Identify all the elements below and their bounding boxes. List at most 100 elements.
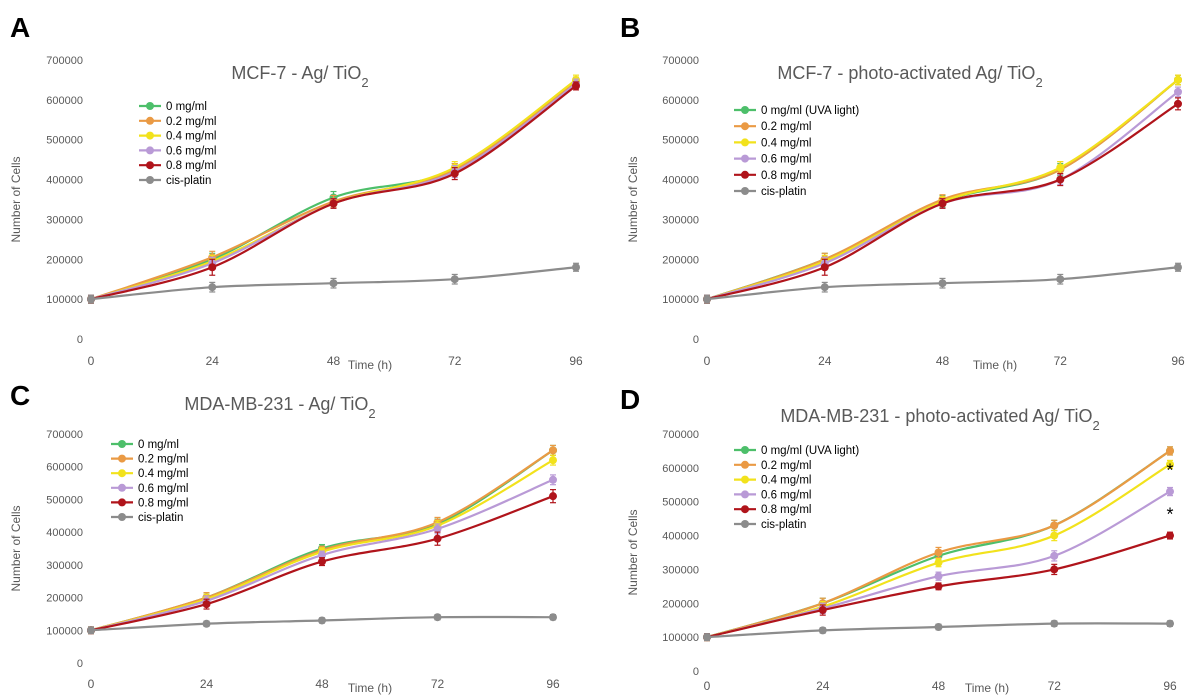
data-point [1056, 275, 1065, 284]
series-cis-platin [703, 262, 1182, 304]
x-tick-label: 48 [932, 679, 946, 693]
x-tick-label: 24 [818, 354, 832, 368]
legend-marker [741, 170, 749, 179]
data-point [433, 613, 442, 622]
legend-item: 0.8 mg/ml [139, 160, 217, 172]
data-point [1050, 521, 1059, 530]
legend-label: 0.4 mg/ml [166, 131, 217, 143]
x-tick-label: 0 [704, 679, 711, 693]
x-tick-label: 96 [546, 677, 560, 691]
data-point [1056, 163, 1065, 172]
data-point [1174, 87, 1182, 96]
legend-label: 0.6 mg/ml [138, 483, 189, 495]
y-tick-label: 0 [693, 334, 699, 346]
legend-item: 0.6 mg/ml [734, 489, 812, 501]
data-point [202, 600, 211, 609]
x-tick-label: 96 [1171, 354, 1185, 368]
data-point [433, 534, 442, 543]
y-tick-label: 0 [77, 658, 83, 670]
chart-title: MCF-7 - Ag/ TiO2 [231, 63, 368, 90]
legend-marker [741, 520, 749, 528]
x-tick-label: 72 [1048, 679, 1062, 693]
legend-marker [146, 116, 154, 125]
x-tick-label: 72 [431, 677, 445, 691]
legend-item: 0 mg/ml (UVA light) [734, 445, 859, 457]
legend-marker [146, 161, 154, 170]
y-tick-label: 100000 [46, 625, 83, 637]
y-tick-label: 400000 [46, 527, 83, 539]
series-0-8-mg-ml [703, 97, 1182, 304]
y-axis-label: Number of Cells [9, 505, 23, 591]
legend-label: 0.8 mg/ml [761, 170, 812, 182]
chart-title: MDA-MB-231 - photo-activated Ag/ TiO2 [780, 406, 1099, 433]
y-tick-label: 700000 [662, 429, 699, 441]
legend-marker [118, 513, 126, 521]
data-point [1050, 531, 1059, 540]
x-tick-label: 0 [704, 354, 711, 368]
data-point [938, 199, 947, 208]
data-point [934, 572, 943, 581]
legend-label: 0.4 mg/ml [761, 475, 812, 487]
legend-item: 0.4 mg/ml [734, 137, 812, 149]
data-point [318, 557, 326, 566]
legend-item: 0.4 mg/ml [734, 475, 812, 487]
panel-letter-d: D [620, 384, 641, 415]
series-line [90, 81, 577, 301]
x-tick-label: 24 [200, 677, 214, 691]
legend-marker [741, 460, 749, 469]
series-0-2-mg-ml [87, 76, 580, 304]
chart-title: MCF-7 - photo-activated Ag/ TiO2 [777, 63, 1042, 90]
legend-item: 0.8 mg/ml [734, 170, 812, 182]
legend-label: 0.6 mg/ml [761, 154, 812, 166]
legend-item: 0.6 mg/ml [734, 154, 812, 166]
y-tick-label: 100000 [46, 294, 83, 306]
legend-item: 0.6 mg/ml [111, 483, 189, 495]
legend-marker [741, 505, 749, 514]
data-point [549, 456, 557, 465]
legend-label: 0 mg/ml (UVA light) [761, 105, 859, 117]
data-point [202, 619, 211, 628]
series-0-4-mg-ml [87, 74, 580, 304]
y-tick-label: 400000 [662, 175, 699, 187]
data-point [818, 626, 827, 635]
legend-marker [118, 483, 126, 492]
legend-item: 0 mg/ml (UVA light) [734, 105, 859, 117]
data-point [433, 524, 442, 533]
legend-label: 0.2 mg/ml [761, 460, 812, 472]
legend-label: 0.8 mg/ml [138, 497, 189, 509]
x-tick-label: 0 [88, 677, 95, 691]
data-point [549, 492, 557, 501]
legend-label: 0.4 mg/ml [138, 468, 189, 480]
legend-marker [741, 106, 749, 114]
data-point [329, 279, 338, 288]
legend-marker [741, 154, 749, 163]
legend-item: 0 mg/ml [139, 101, 207, 113]
series-line [90, 81, 577, 301]
legend-marker [741, 475, 749, 484]
legend-item: 0.2 mg/ml [734, 460, 812, 472]
data-point [1050, 565, 1059, 574]
x-tick-label: 0 [88, 354, 95, 368]
y-tick-label: 100000 [662, 632, 699, 644]
y-tick-label: 0 [693, 666, 699, 678]
x-tick-label: 96 [1163, 679, 1177, 693]
x-axis-label: Time (h) [965, 681, 1009, 695]
y-tick-label: 500000 [46, 494, 83, 506]
legend-marker [741, 446, 749, 454]
legend-marker [118, 469, 126, 478]
legend-item: 0.4 mg/ml [111, 468, 189, 480]
y-tick-label: 600000 [46, 462, 83, 474]
y-tick-label: 0 [77, 334, 83, 346]
y-tick-label: 600000 [662, 95, 699, 107]
legend-item: cis-platin [734, 186, 806, 198]
legend-label: 0.2 mg/ml [761, 121, 812, 133]
data-point [934, 558, 943, 567]
data-point [450, 169, 459, 178]
legend-marker [118, 454, 126, 463]
x-tick-label: 72 [448, 354, 462, 368]
x-tick-label: 24 [816, 679, 830, 693]
legend-item: cis-platin [734, 519, 806, 531]
legend-item: 0.2 mg/ml [139, 116, 217, 128]
legend-label: cis-platin [761, 186, 806, 198]
y-tick-label: 400000 [46, 175, 83, 187]
